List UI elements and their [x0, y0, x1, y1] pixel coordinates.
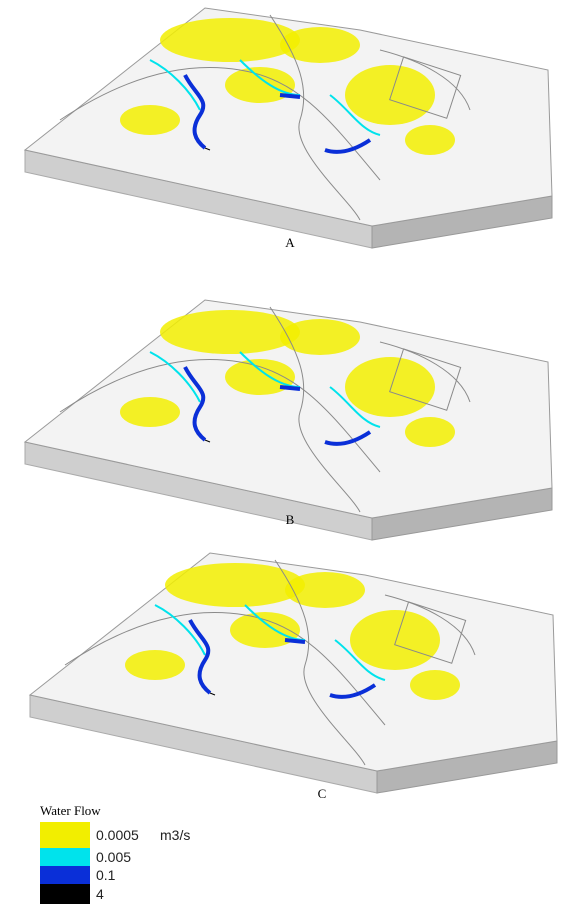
figure: A B C Water Flow 0.0005 0.005 0.1 4 m3/s [0, 0, 563, 909]
legend: 0.0005 0.005 0.1 4 m3/s [40, 822, 190, 904]
legend-swatch [40, 822, 90, 848]
legend-swatch [40, 866, 90, 884]
legend-swatch [40, 848, 90, 866]
legend-unit: m3/s [160, 827, 190, 843]
terrain-a [25, 8, 552, 248]
terrain-c [30, 553, 557, 793]
panel-label: A [285, 235, 295, 250]
legend-label: 0.005 [96, 849, 131, 865]
terrain-b [25, 300, 552, 540]
legend-label: 0.1 [96, 867, 116, 883]
legend-label: 0.0005 [96, 827, 139, 843]
legend-label: 4 [96, 886, 104, 902]
legend-title: Water Flow [40, 803, 101, 818]
page: A B C Water Flow 0.00050.0050.14m3/s (()… [0, 0, 563, 909]
panel-label: B [286, 512, 295, 527]
legend-swatch [40, 884, 90, 904]
panel-label: C [318, 786, 327, 801]
